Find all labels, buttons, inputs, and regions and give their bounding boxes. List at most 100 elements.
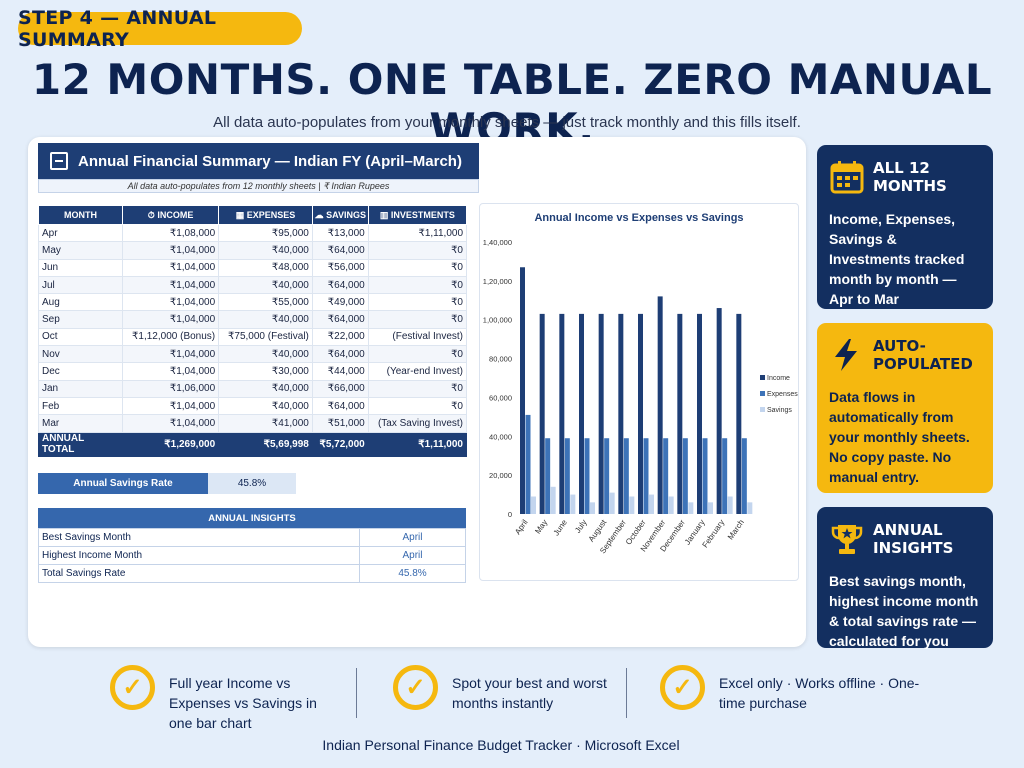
value-cell[interactable]: ₹56,000 [311,258,369,277]
bar-savings[interactable] [531,496,536,514]
value-cell[interactable]: (Festival Invest) [367,327,468,347]
bar-savings[interactable] [688,502,694,514]
column-header[interactable]: ▦ EXPENSES [218,205,313,225]
month-cell[interactable]: Oct [38,327,123,347]
value-cell[interactable]: ₹40,000 [218,275,313,295]
value-cell[interactable]: ₹1,04,000 [121,275,220,295]
total-cell[interactable]: ₹5,69,998 [218,431,313,457]
value-cell[interactable]: ₹40,000 [218,310,313,329]
value-cell[interactable]: ₹0 [367,310,468,329]
value-cell[interactable]: ₹75,000 (Festival) [218,327,313,347]
value-cell[interactable]: ₹1,04,000 [121,258,220,277]
bar-income[interactable] [520,267,525,514]
month-cell[interactable]: Jan [38,379,123,398]
bar-expenses[interactable] [584,438,590,514]
value-cell[interactable]: ₹66,000 [311,379,369,398]
bar-income[interactable] [716,308,722,514]
value-cell[interactable]: ₹44,000 [311,362,369,381]
insight-label[interactable]: Total Savings Rate [38,564,360,583]
bar-income[interactable] [618,313,624,514]
value-cell[interactable]: ₹1,04,000 [121,293,220,312]
month-cell[interactable]: Aug [38,293,123,312]
month-cell[interactable]: Apr [38,223,123,243]
insight-label[interactable]: Highest Income Month [38,546,360,565]
month-cell[interactable]: Nov [38,345,123,364]
bar-income[interactable] [559,313,565,514]
value-cell[interactable]: (Year-end Invest) [367,362,468,381]
bar-income[interactable] [638,313,643,514]
month-cell[interactable]: Dec [38,362,123,381]
value-cell[interactable]: ₹1,04,000 [121,345,220,364]
value-cell[interactable]: ₹64,000 [311,345,369,364]
insight-value[interactable]: April [358,528,467,547]
month-cell[interactable]: May [38,241,123,260]
savings-rate-value[interactable]: 45.8% [208,473,296,494]
value-cell[interactable]: ₹1,08,000 [121,223,220,243]
value-cell[interactable]: ₹1,04,000 [121,241,220,260]
bar-income[interactable] [736,313,742,514]
bar-income[interactable] [677,313,683,514]
total-cell[interactable]: ₹1,11,000 [367,431,468,457]
value-cell[interactable]: ₹0 [367,293,468,312]
value-cell[interactable]: ₹1,04,000 [121,414,220,433]
bar-expenses[interactable] [702,438,708,514]
month-cell[interactable]: Feb [38,396,123,416]
bar-expenses[interactable] [663,438,669,514]
column-header[interactable]: ☁ SAVINGS [311,205,369,225]
value-cell[interactable]: ₹0 [367,241,468,260]
value-cell[interactable]: ₹51,000 [311,414,369,433]
total-label[interactable]: ANNUAL TOTAL [38,431,123,457]
value-cell[interactable]: ₹40,000 [218,379,313,398]
value-cell[interactable]: ₹55,000 [218,293,313,312]
bar-expenses[interactable] [643,438,649,514]
bar-income[interactable] [579,313,584,514]
bar-income[interactable] [697,313,702,514]
value-cell[interactable]: ₹0 [367,275,468,295]
bar-savings[interactable] [629,496,635,514]
bar-savings[interactable] [668,496,674,514]
value-cell[interactable]: ₹0 [367,258,468,277]
insight-label[interactable]: Best Savings Month [38,528,360,547]
insight-value[interactable]: April [358,546,467,565]
month-cell[interactable]: Sep [38,310,123,329]
value-cell[interactable]: ₹64,000 [311,241,369,260]
bar-income[interactable] [598,313,604,514]
bar-expenses[interactable] [623,438,629,514]
value-cell[interactable]: ₹1,06,000 [121,379,220,398]
bar-income[interactable] [657,296,663,514]
value-cell[interactable]: ₹48,000 [218,258,313,277]
value-cell[interactable]: ₹64,000 [311,275,369,295]
value-cell[interactable]: ₹22,000 [311,327,369,347]
bar-expenses[interactable] [682,438,688,514]
bar-savings[interactable] [708,502,713,514]
month-cell[interactable]: Jul [38,275,123,295]
value-cell[interactable]: ₹0 [367,345,468,364]
value-cell[interactable]: ₹95,000 [218,223,313,243]
column-header[interactable]: ▥ INVESTMENTS [367,205,468,225]
bar-savings[interactable] [727,496,733,514]
bar-expenses[interactable] [741,438,747,514]
bar-savings[interactable] [590,502,595,514]
value-cell[interactable]: ₹13,000 [311,223,369,243]
bar-expenses[interactable] [545,438,551,514]
bar-income[interactable] [539,313,545,514]
column-header[interactable]: ⏱ INCOME [121,205,220,225]
value-cell[interactable]: (Tax Saving Invest) [367,414,468,433]
column-header[interactable]: MONTH [38,205,123,225]
value-cell[interactable]: ₹30,000 [218,362,313,381]
month-cell[interactable]: Mar [38,414,123,433]
value-cell[interactable]: ₹1,04,000 [121,310,220,329]
bar-expenses[interactable] [722,438,728,514]
bar-savings[interactable] [649,494,654,514]
value-cell[interactable]: ₹1,04,000 [121,396,220,416]
value-cell[interactable]: ₹41,000 [218,414,313,433]
value-cell[interactable]: ₹64,000 [311,396,369,416]
value-cell[interactable]: ₹1,11,000 [367,223,468,243]
bar-expenses[interactable] [525,414,531,514]
month-cell[interactable]: Jun [38,258,123,277]
value-cell[interactable]: ₹1,12,000 (Bonus) [121,327,220,347]
bar-expenses[interactable] [604,438,610,514]
bar-expenses[interactable] [564,438,570,514]
value-cell[interactable]: ₹64,000 [311,310,369,329]
value-cell[interactable]: ₹40,000 [218,241,313,260]
